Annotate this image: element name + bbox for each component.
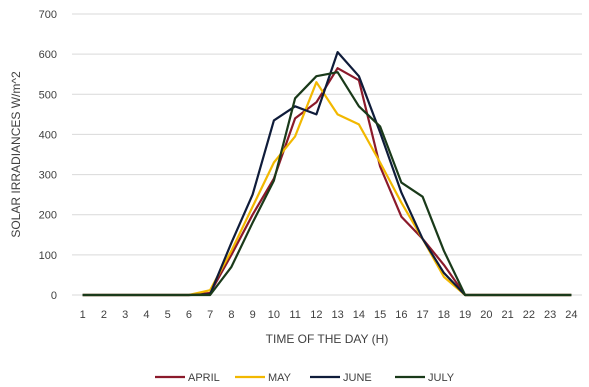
x-tick-label: 7 xyxy=(207,309,213,321)
x-tick-label: 1 xyxy=(80,309,86,321)
y-tick-label: 600 xyxy=(39,49,57,61)
x-tick-label: 24 xyxy=(565,309,577,321)
series-line-june xyxy=(82,50,572,297)
x-tick-label: 13 xyxy=(332,309,344,321)
legend-label-april: APRIL xyxy=(188,372,220,384)
x-tick-label: 21 xyxy=(502,309,514,321)
x-axis-title: TIME OF THE DAY (H) xyxy=(266,332,389,346)
y-tick-label: 0 xyxy=(51,290,57,302)
x-tick-label: 12 xyxy=(310,309,322,321)
x-tick-label: 5 xyxy=(165,309,171,321)
x-axis-ticks: 1 2 3 4 5 6 7 8 9 10 11 12 13 14 15 16 17 18 19 20 21 22 23 24 xyxy=(80,309,578,321)
x-tick-label: 2 xyxy=(101,309,107,321)
y-tick-label: 200 xyxy=(39,210,57,222)
series-lines xyxy=(82,50,572,297)
x-tick-label: 18 xyxy=(438,309,450,321)
y-tick-label: 400 xyxy=(39,129,57,141)
gridlines xyxy=(72,13,582,256)
x-tick-label: 20 xyxy=(480,309,492,321)
series-line-may xyxy=(82,81,572,297)
legend-label-june: JUNE xyxy=(343,372,372,384)
y-axis-ticks: 0 100 200 300 400 500 600 700 xyxy=(39,9,57,302)
x-tick-label: 3 xyxy=(122,309,128,321)
x-tick-label: 10 xyxy=(268,309,280,321)
x-tick-label: 8 xyxy=(228,309,234,321)
legend-label-july: JULY xyxy=(428,372,455,384)
x-tick-label: 16 xyxy=(395,309,407,321)
x-tick-label: 4 xyxy=(143,309,149,321)
x-tick-label: 19 xyxy=(459,309,471,321)
y-tick-label: 100 xyxy=(39,250,57,262)
x-tick-label: 6 xyxy=(186,309,192,321)
series-line-april xyxy=(82,67,572,297)
x-tick-label: 15 xyxy=(374,309,386,321)
y-tick-label: 300 xyxy=(39,170,57,182)
y-tick-label: 500 xyxy=(39,89,57,101)
x-tick-label: 11 xyxy=(289,309,300,321)
legend: APRIL MAY JUNE JULY xyxy=(155,372,455,384)
x-tick-label: 17 xyxy=(417,309,429,321)
y-tick-label: 700 xyxy=(39,9,57,21)
x-tick-label: 9 xyxy=(250,309,256,321)
x-tick-label: 23 xyxy=(544,309,556,321)
x-tick-label: 14 xyxy=(353,309,365,321)
y-axis-title: SOLAR IRRADIANCES W/m^2 xyxy=(9,71,23,238)
x-tick-label: 22 xyxy=(523,309,535,321)
legend-label-may: MAY xyxy=(268,372,292,384)
series-line-july xyxy=(82,71,572,297)
